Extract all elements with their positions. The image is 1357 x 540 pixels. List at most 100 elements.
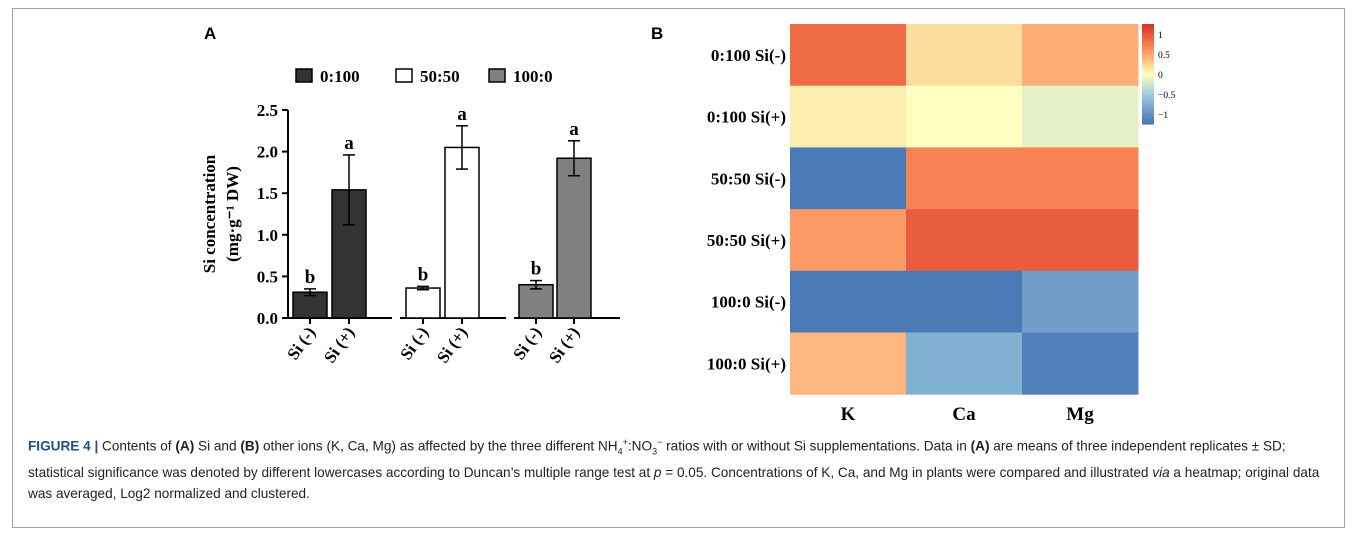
caption-ref-b: (B) bbox=[240, 438, 260, 454]
color-scale-step bbox=[1142, 114, 1154, 118]
significance-letter: a bbox=[569, 119, 579, 140]
color-scale-step bbox=[1142, 76, 1154, 80]
x-tick-label: Si (+) bbox=[433, 323, 471, 366]
legend-label: 100:0 bbox=[513, 67, 553, 86]
color-scale-step bbox=[1142, 26, 1154, 30]
heatmap-col-label: Mg bbox=[1066, 404, 1094, 425]
figure-frame bbox=[12, 8, 1345, 528]
legend-label: 50:50 bbox=[420, 67, 460, 86]
caption-text: :NO bbox=[627, 438, 653, 454]
bar bbox=[405, 287, 441, 319]
heatmap-row-label: 50:50 Si(+) bbox=[707, 231, 786, 250]
heatmap-cell bbox=[906, 209, 1023, 272]
y-tick-label: 2.0 bbox=[257, 143, 278, 162]
color-scale-step bbox=[1142, 106, 1154, 110]
heatmap-row-label: 0:100 Si(+) bbox=[707, 108, 786, 127]
caption-text: = 0.05. Concentrations of K, Ca, and Mg … bbox=[661, 465, 1153, 481]
legend-label: 0:100 bbox=[320, 67, 360, 86]
legend-swatch bbox=[395, 68, 413, 83]
heatmap-cell bbox=[1022, 24, 1139, 87]
significance-letter: a bbox=[457, 104, 467, 125]
heatmap-col-label: K bbox=[841, 404, 856, 425]
color-scale-step bbox=[1142, 119, 1154, 123]
heatmap-cell bbox=[906, 24, 1023, 87]
heatmap-cell bbox=[790, 270, 907, 333]
caption-lead: FIGURE 4 | bbox=[28, 438, 99, 454]
color-scale-step bbox=[1142, 56, 1154, 60]
color-scale-step bbox=[1142, 39, 1154, 43]
color-scale-step bbox=[1142, 74, 1154, 78]
heatmap-cell bbox=[1022, 85, 1139, 148]
y-tick-label: 0.5 bbox=[257, 267, 278, 286]
x-tick-label: Si (-) bbox=[396, 323, 432, 363]
panel-letter-a: A bbox=[204, 24, 217, 43]
color-scale-step bbox=[1142, 91, 1154, 95]
color-scale-step bbox=[1142, 61, 1154, 65]
heatmap-cell bbox=[1022, 332, 1139, 395]
panel-letter-b: B bbox=[651, 24, 664, 43]
bar bbox=[518, 283, 554, 319]
x-tick-label: Si (-) bbox=[509, 323, 545, 363]
significance-letter: a bbox=[344, 133, 354, 154]
caption-text: ratios with or without Si supplementatio… bbox=[662, 438, 971, 454]
caption-subscript: 4 bbox=[617, 446, 623, 457]
heatmap-cell bbox=[790, 332, 907, 395]
color-scale-step bbox=[1142, 81, 1154, 85]
color-scale-step bbox=[1142, 111, 1154, 115]
color-scale-step bbox=[1142, 59, 1154, 63]
color-scale-label: 0.5 bbox=[1158, 51, 1170, 61]
x-tick-label: Si (+) bbox=[545, 323, 583, 366]
color-scale-step bbox=[1142, 31, 1154, 35]
color-scale-step bbox=[1142, 29, 1154, 33]
heatmap-cell bbox=[1022, 270, 1139, 333]
x-tick-label: Si (-) bbox=[283, 323, 319, 363]
color-scale-step bbox=[1142, 96, 1154, 100]
figure-caption: FIGURE 4 | Contents of (A) Si and (B) ot… bbox=[28, 432, 1328, 504]
color-scale-step bbox=[1142, 89, 1154, 93]
color-scale-label: −1 bbox=[1158, 111, 1168, 121]
legend-swatch bbox=[488, 68, 506, 83]
heatmap-cell bbox=[790, 209, 907, 272]
legend-swatch bbox=[295, 68, 313, 83]
caption-text: Contents of bbox=[98, 438, 176, 454]
color-scale-step bbox=[1142, 64, 1154, 68]
heatmap-cell bbox=[790, 85, 907, 148]
y-axis-label: Si concentration bbox=[200, 154, 219, 273]
y-axis-label: (mg·g⁻¹ DW) bbox=[223, 166, 242, 262]
heatmap-cell bbox=[906, 332, 1023, 395]
heatmap-cell bbox=[790, 147, 907, 210]
bar-chart: 0:100 50:50 100:0 0.0 0.5 1.0 1.5 2.0 2.5 Si conc… bbox=[200, 67, 620, 367]
heatmap-cell bbox=[906, 147, 1023, 210]
color-scale-step bbox=[1142, 51, 1154, 55]
heatmap-cell bbox=[906, 270, 1023, 333]
color-scale-step bbox=[1142, 49, 1154, 53]
y-tick-label: 1.5 bbox=[257, 184, 278, 203]
color-scale-label: −0.5 bbox=[1158, 91, 1175, 101]
caption-text: Si and bbox=[194, 438, 241, 454]
significance-letter: b bbox=[418, 264, 429, 285]
heatmap-cell bbox=[790, 24, 907, 87]
bar bbox=[556, 157, 592, 319]
color-scale-step bbox=[1142, 84, 1154, 88]
caption-italic: via bbox=[1152, 465, 1170, 481]
color-scale-step bbox=[1142, 24, 1154, 28]
caption-ref-a: (A) bbox=[970, 438, 990, 454]
color-scale-step bbox=[1142, 36, 1154, 40]
color-scale-step bbox=[1142, 121, 1154, 125]
color-scale-step bbox=[1142, 46, 1154, 50]
caption-ref-a: (A) bbox=[175, 438, 195, 454]
caption-subscript: 3 bbox=[652, 446, 658, 457]
caption-text: are means of three independent replicate… bbox=[28, 438, 1286, 481]
color-scale-step bbox=[1142, 54, 1154, 58]
x-tick-label: Si (+) bbox=[320, 323, 358, 366]
heatmap-cell bbox=[906, 85, 1023, 148]
caption-text: a heatmap; original data was averaged, L… bbox=[28, 465, 1320, 502]
heatmap-row-label: 0:100 Si(-) bbox=[711, 46, 786, 65]
y-tick-label: 1.0 bbox=[257, 226, 278, 245]
caption-text: other ions (K, Ca, Mg) as affected by th… bbox=[259, 438, 618, 454]
color-scale-label: 1 bbox=[1158, 31, 1163, 41]
color-scale-step bbox=[1142, 69, 1154, 73]
heatmap-row-label: 100:0 Si(+) bbox=[707, 354, 786, 373]
heatmap-cell bbox=[1022, 209, 1139, 272]
color-scale-step bbox=[1142, 34, 1154, 38]
